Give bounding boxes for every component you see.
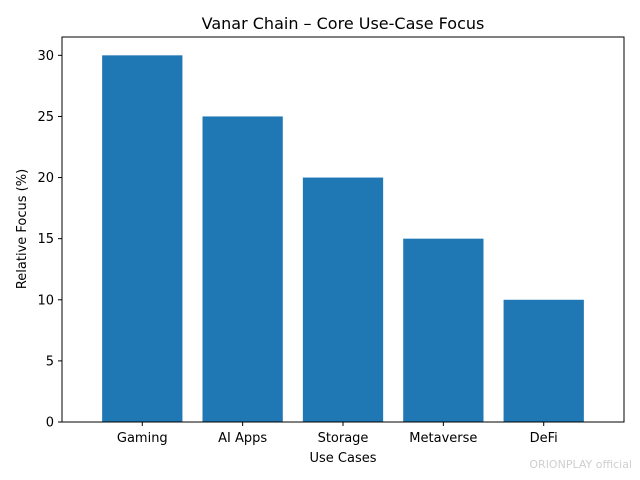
x-tick-label: Metaverse [409, 431, 477, 446]
x-axis-ticks: Gaming AI Apps Storage Metaverse DeFi [117, 422, 558, 446]
y-tick-label: 25 [37, 110, 54, 125]
x-tick-label: Storage [318, 431, 369, 446]
x-tick-label: DeFi [530, 431, 558, 446]
bar-metaverse [403, 238, 484, 422]
bars-group [102, 55, 584, 422]
y-axis-label: Relative Focus (%) [15, 169, 30, 289]
plot-area: 0 5 10 15 20 25 30 Gaming AI Apps Storage Metaver… [37, 36, 625, 446]
y-axis-ticks: 0 5 10 15 20 25 30 [37, 49, 62, 431]
y-tick-label: 20 [37, 171, 54, 186]
x-tick-label: Gaming [117, 431, 168, 446]
chart-title: Vanar Chain – Core Use-Case Focus [202, 14, 485, 33]
y-tick-label: 10 [37, 293, 54, 308]
bar-gaming [102, 55, 183, 422]
bar-storage [302, 177, 384, 422]
y-tick-label: 15 [37, 232, 54, 247]
y-tick-label: 30 [37, 49, 54, 64]
bar-ai-apps [202, 116, 283, 422]
y-tick-label: 5 [46, 354, 54, 369]
bar-defi [503, 299, 584, 422]
y-tick-label: 0 [46, 416, 54, 431]
watermark: ORIONPLAY official [529, 458, 632, 471]
x-tick-label: AI Apps [218, 431, 267, 446]
x-axis-label: Use Cases [309, 451, 376, 466]
